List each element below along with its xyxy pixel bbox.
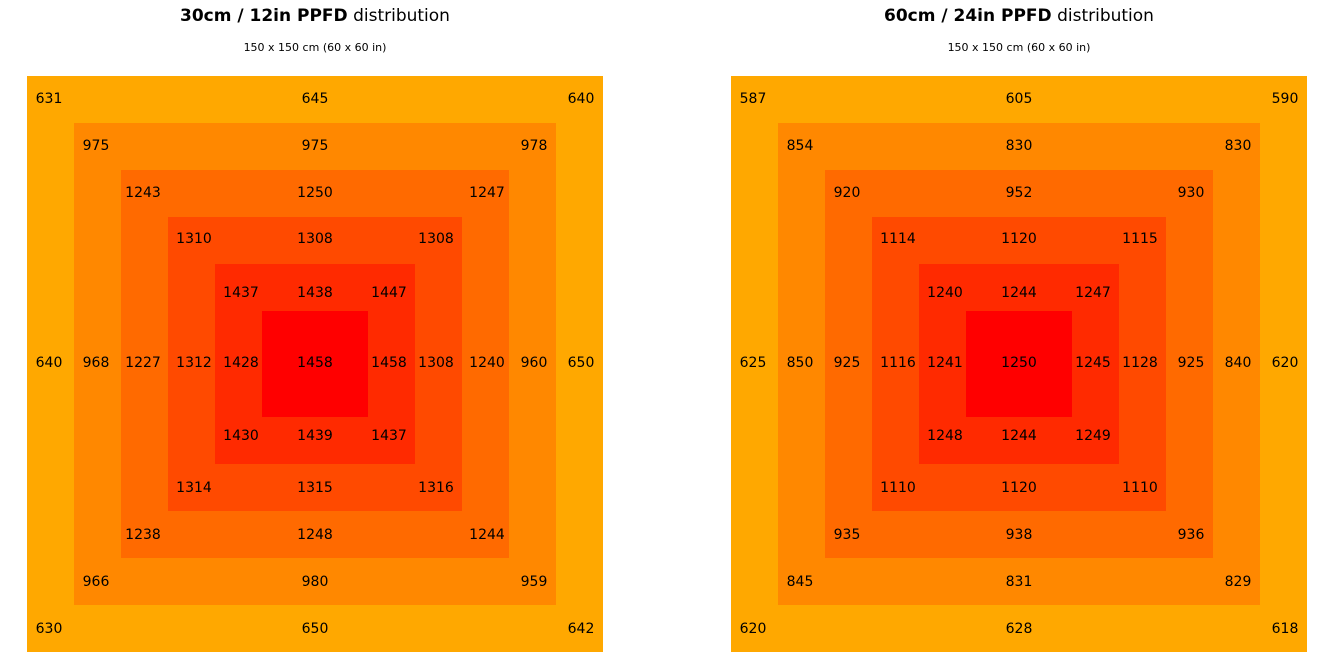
- ppfd-value-ring2-l: 850: [786, 355, 814, 371]
- ppfd-value-ring3-r: 1240: [469, 355, 505, 371]
- ppfd-value-ring2-l: 968: [82, 355, 110, 371]
- ppfd-value-ring5-br: 1249: [1075, 428, 1111, 444]
- ppfd-value-ring2-r: 840: [1224, 355, 1252, 371]
- ppfd-value-ring2-bl: 845: [786, 574, 814, 590]
- chart-subtitle: 150 x 150 cm (60 x 60 in): [243, 41, 387, 54]
- ppfd-value-ring2-tl: 975: [82, 138, 110, 154]
- ppfd-value-ring4-l: 1312: [176, 355, 212, 371]
- ppfd-value-ring5-bl: 1248: [927, 428, 963, 444]
- ppfd-value-ring5-l: 1428: [223, 355, 259, 371]
- ppfd-value-ring3-br: 1244: [469, 527, 505, 543]
- ppfd-zone-6: [262, 311, 368, 417]
- ppfd-value-ring4-tl: 1114: [880, 231, 916, 247]
- ppfd-value-center: 1250: [1001, 355, 1037, 371]
- ppfd-value-ring5-tr: 1247: [1075, 285, 1111, 301]
- ppfd-value-ring4-l: 1116: [880, 355, 916, 371]
- ppfd-value-ring3-b: 938: [1005, 527, 1033, 543]
- ppfd-chart-30cm: 30cm / 12in PPFD distribution 150 x 150 …: [27, 0, 603, 658]
- ppfd-value-ring2-bl: 966: [82, 574, 110, 590]
- chart-title: 30cm / 12in PPFD distribution: [180, 6, 450, 26]
- ppfd-value-ring5-l: 1241: [927, 355, 963, 371]
- ppfd-value-ring4-br: 1110: [1122, 480, 1158, 496]
- ppfd-value-ring3-b: 1248: [297, 527, 333, 543]
- ppfd-value-ring2-t: 975: [301, 138, 329, 154]
- ppfd-value-ring4-tr: 1115: [1122, 231, 1158, 247]
- ppfd-value-ring1-b: 650: [301, 621, 329, 637]
- ppfd-value-ring3-tl: 1243: [125, 185, 161, 201]
- ppfd-value-ring4-b: 1315: [297, 480, 333, 496]
- ppfd-value-ring5-tl: 1437: [223, 285, 259, 301]
- ppfd-value-ring2-b: 980: [301, 574, 329, 590]
- ppfd-value-center: 1458: [297, 355, 333, 371]
- ppfd-value-ring1-t: 645: [301, 91, 329, 107]
- ppfd-value-ring2-t: 830: [1005, 138, 1033, 154]
- ppfd-value-ring4-bl: 1314: [176, 480, 212, 496]
- ppfd-value-ring1-l: 640: [35, 355, 63, 371]
- ppfd-value-ring1-tr: 590: [1271, 91, 1299, 107]
- ppfd-value-ring3-r: 925: [1177, 355, 1205, 371]
- ppfd-value-ring3-bl: 935: [833, 527, 861, 543]
- ppfd-value-ring4-br: 1316: [418, 480, 454, 496]
- ppfd-value-ring5-tr: 1447: [371, 285, 407, 301]
- ppfd-value-ring2-b: 831: [1005, 574, 1033, 590]
- ppfd-value-ring3-bl: 1238: [125, 527, 161, 543]
- ppfd-value-ring4-tr: 1308: [418, 231, 454, 247]
- ppfd-value-ring2-br: 959: [520, 574, 548, 590]
- ppfd-value-ring1-bl: 620: [739, 621, 767, 637]
- ppfd-value-ring4-r: 1308: [418, 355, 454, 371]
- ppfd-value-ring4-b: 1120: [1001, 480, 1037, 496]
- chart-title: 60cm / 24in PPFD distribution: [884, 6, 1154, 26]
- ppfd-value-ring2-r: 960: [520, 355, 548, 371]
- ppfd-value-ring4-t: 1120: [1001, 231, 1037, 247]
- ppfd-value-ring1-br: 618: [1271, 621, 1299, 637]
- ppfd-value-ring5-br: 1437: [371, 428, 407, 444]
- ppfd-value-ring3-tr: 930: [1177, 185, 1205, 201]
- ppfd-value-ring1-tl: 631: [35, 91, 63, 107]
- ppfd-value-ring4-t: 1308: [297, 231, 333, 247]
- ppfd-value-ring5-b: 1439: [297, 428, 333, 444]
- ppfd-value-ring5-bl: 1430: [223, 428, 259, 444]
- ppfd-value-ring3-tr: 1247: [469, 185, 505, 201]
- ppfd-value-ring5-r: 1245: [1075, 355, 1111, 371]
- ppfd-value-ring5-tl: 1240: [927, 285, 963, 301]
- ppfd-value-ring1-r: 620: [1271, 355, 1299, 371]
- ppfd-value-ring3-tl: 920: [833, 185, 861, 201]
- ppfd-heatmap: 587 605 590 625 620 620 628 618 854 830 830 850 840 8…: [731, 76, 1307, 652]
- ppfd-value-ring1-b: 628: [1005, 621, 1033, 637]
- ppfd-value-ring5-t: 1438: [297, 285, 333, 301]
- ppfd-value-ring3-t: 1250: [297, 185, 333, 201]
- ppfd-chart-60cm: 60cm / 24in PPFD distribution 150 x 150 …: [731, 0, 1307, 658]
- ppfd-value-ring3-l: 1227: [125, 355, 161, 371]
- ppfd-zone-6: [966, 311, 1072, 417]
- ppfd-value-ring4-tl: 1310: [176, 231, 212, 247]
- ppfd-value-ring5-t: 1244: [1001, 285, 1037, 301]
- chart-subtitle: 150 x 150 cm (60 x 60 in): [947, 41, 1091, 54]
- ppfd-value-ring4-bl: 1110: [880, 480, 916, 496]
- ppfd-value-ring3-t: 952: [1005, 185, 1033, 201]
- ppfd-value-ring1-t: 605: [1005, 91, 1033, 107]
- ppfd-value-ring5-r: 1458: [371, 355, 407, 371]
- ppfd-value-ring1-l: 625: [739, 355, 767, 371]
- ppfd-value-ring1-bl: 630: [35, 621, 63, 637]
- ppfd-heatmap: 631 645 640 640 650 630 650 642 975 975 978 968 960 9…: [27, 76, 603, 652]
- ppfd-value-ring1-br: 642: [567, 621, 595, 637]
- ppfd-value-ring1-r: 650: [567, 355, 595, 371]
- ppfd-value-ring2-tr: 830: [1224, 138, 1252, 154]
- ppfd-value-ring1-tr: 640: [567, 91, 595, 107]
- ppfd-value-ring2-tl: 854: [786, 138, 814, 154]
- ppfd-value-ring3-br: 936: [1177, 527, 1205, 543]
- ppfd-value-ring4-r: 1128: [1122, 355, 1158, 371]
- ppfd-value-ring5-b: 1244: [1001, 428, 1037, 444]
- ppfd-value-ring2-br: 829: [1224, 574, 1252, 590]
- ppfd-value-ring1-tl: 587: [739, 91, 767, 107]
- ppfd-value-ring2-tr: 978: [520, 138, 548, 154]
- ppfd-value-ring3-l: 925: [833, 355, 861, 371]
